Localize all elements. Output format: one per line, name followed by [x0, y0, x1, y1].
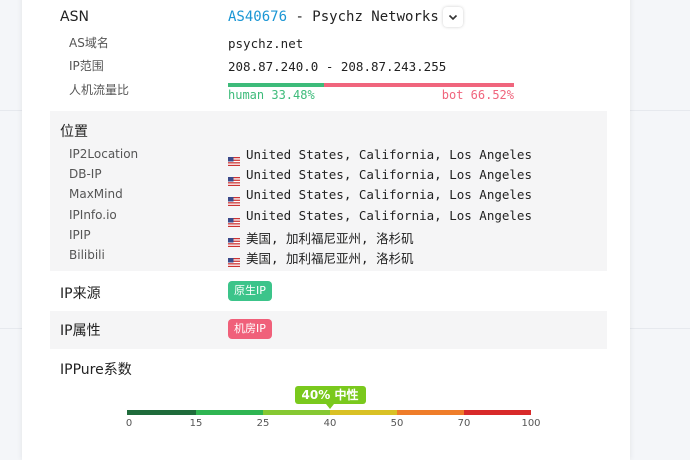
score-label: 40% 中性 — [302, 387, 359, 402]
asn-label: ASN — [60, 9, 89, 25]
bg-line — [630, 110, 690, 111]
flag-icon — [228, 151, 240, 166]
row-label: AS域名 — [69, 36, 109, 50]
flag-icon — [228, 171, 240, 187]
location-value: United States, California, Los Angeles — [246, 207, 532, 223]
bg-line — [0, 110, 22, 111]
source-label: MaxMind — [69, 187, 123, 202]
flag-icon — [228, 212, 240, 227]
source-label: IP2Location — [69, 147, 139, 161]
gauge-tick-label: 25 — [257, 418, 270, 429]
location-value: 美国, 加利福尼亚州, 洛杉矶 — [246, 251, 414, 266]
gauge-tick-label: 0 — [126, 418, 132, 429]
flag-icon — [228, 232, 240, 247]
row-label: IP范围 — [69, 59, 104, 73]
score-badge — [295, 386, 366, 404]
gauge-segment — [196, 410, 263, 415]
score-pointer — [326, 404, 334, 409]
expand-button[interactable] — [443, 7, 463, 27]
ratio-segment — [323, 83, 514, 87]
asn-value: AS40676 - Psychz Networks — [228, 9, 439, 25]
bot-label: bot 66.52% — [441, 88, 514, 102]
gauge: 0 15 25 40 50 70 100 40% 中性 — [126, 386, 541, 429]
row-value: psychz.net — [228, 36, 304, 51]
gauge-segment — [330, 410, 397, 415]
source-label: IPIP — [69, 227, 91, 242]
chevron — [448, 14, 458, 21]
bg-line — [0, 328, 22, 329]
source-label: Bilibili — [69, 248, 105, 262]
location-value: 美国, 加利福尼亚州, 洛杉矶 — [246, 230, 414, 246]
human-label: human 33.48% — [228, 88, 315, 102]
gauge-segment — [263, 410, 330, 415]
asn-name: - Psychz Networks — [295, 9, 439, 25]
ratio-segment — [228, 83, 324, 87]
ip-type-badge: 机房IP — [228, 319, 272, 339]
ip-type-section — [50, 311, 607, 349]
bg-line — [630, 328, 690, 329]
ratio-label: 人机流量比 — [69, 83, 130, 97]
gauge-segment — [464, 410, 531, 415]
location-value: United States, California, Los Angeles — [246, 147, 532, 162]
ippure-label: IPPure系数 — [60, 362, 132, 378]
flag-icon — [228, 252, 240, 267]
location-value: United States, California, Los Angeles — [246, 187, 532, 203]
asn-number[interactable]: AS40676 — [228, 9, 288, 25]
location-section — [50, 111, 607, 271]
gauge-tick-label: 40 — [324, 418, 337, 429]
location-title: 位置 — [60, 124, 88, 140]
flag-icon — [228, 191, 240, 207]
location-value: United States, California, Los Angeles — [246, 167, 532, 183]
gauge-tick-label: 70 — [458, 418, 471, 429]
gauge-tick-label: 50 — [391, 418, 404, 429]
source-label: DB-IP — [69, 167, 102, 182]
row-value: 208.87.240.0 - 208.87.243.255 — [228, 59, 447, 74]
gauge-segment — [397, 410, 464, 415]
source-label: IPInfo.io — [69, 207, 117, 222]
ip-source-label: IP来源 — [60, 286, 101, 302]
gauge-segment — [127, 410, 196, 415]
gauge-tick-label: 100 — [521, 418, 540, 429]
ip-source-badge: 原生IP — [228, 281, 272, 301]
gauge-tick-label: 15 — [190, 418, 203, 429]
ip-type-label: IP属性 — [60, 323, 101, 339]
